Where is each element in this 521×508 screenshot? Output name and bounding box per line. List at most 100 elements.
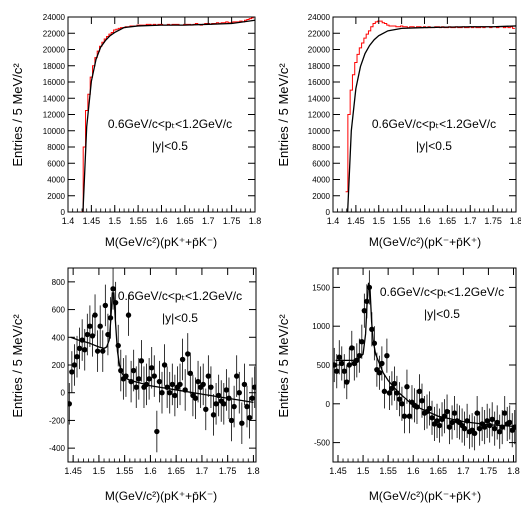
- x-axis-label: M(GeV/c²)(pK⁺+p̄K⁻): [105, 489, 217, 503]
- data-point: [241, 381, 248, 388]
- data-point: [208, 384, 214, 390]
- x-tick-label: 1.6: [155, 216, 168, 226]
- x-tick-label: 1.5: [108, 216, 121, 226]
- data-point: [146, 376, 152, 382]
- x-tick-label: 1.4: [327, 216, 340, 226]
- x-tick-label: 1.65: [176, 216, 194, 226]
- data-point: [336, 354, 342, 360]
- data-point: [341, 368, 347, 374]
- annotation-rapidity: |y|<0.5: [416, 139, 452, 153]
- annotation-pt-range: 0.6GeV/c<pₜ<1.2GeV/c: [118, 289, 242, 303]
- panel-bottom-right: 1.45 1.5 1.55 1.6 1.65 1.7 1.75 1.8 -500 0 500 1000…: [276, 267, 520, 503]
- data-point: [179, 356, 186, 363]
- data-point: [138, 358, 145, 364]
- y-tick-label: 2000: [312, 192, 330, 201]
- y-tick-label: 14000: [308, 94, 331, 103]
- data-point: [497, 429, 503, 435]
- data-point: [228, 417, 235, 424]
- data-point: [391, 380, 398, 387]
- y-tick-label: 0: [326, 208, 331, 217]
- y-tick-label: 4000: [312, 176, 330, 185]
- data-point: [195, 378, 201, 385]
- x-tick-label: 1.6: [407, 466, 420, 476]
- data-point: [244, 403, 250, 410]
- fit-curve: [335, 282, 514, 427]
- data-point: [130, 367, 137, 374]
- data-point: [474, 410, 480, 416]
- y-tick-label: 10000: [43, 127, 66, 136]
- y-tick-label: 8000: [312, 143, 330, 152]
- fit-curve: [70, 292, 254, 404]
- y-tick-label: 20000: [43, 46, 66, 55]
- data-point: [471, 430, 478, 436]
- x-tick-label: 1.5: [93, 466, 106, 476]
- plot-frame: [67, 16, 256, 213]
- data-point: [252, 384, 256, 390]
- x-tick-label: 1.55: [116, 466, 134, 476]
- data-point: [172, 392, 178, 399]
- x-tick-label: 1.55: [129, 216, 147, 226]
- y-tick-label: 1500: [312, 283, 330, 292]
- data-point: [476, 425, 483, 432]
- x-tick-label: 1.5: [357, 466, 370, 476]
- data-point: [154, 428, 160, 435]
- data-point: [489, 416, 495, 423]
- data-point: [133, 384, 139, 390]
- data-point: [192, 395, 199, 401]
- data-point: [416, 388, 423, 395]
- annotation-rapidity: |y|<0.5: [424, 307, 460, 321]
- panel-bottom-left: 1.45 1.5 1.55 1.6 1.65 1.7 1.75 1.8 -400 -200 0 200…: [10, 267, 260, 503]
- y-axis-label: Entries / 5 MeV/c²: [276, 63, 291, 167]
- data-point: [434, 418, 440, 424]
- data-point: [404, 384, 410, 390]
- data-point: [187, 370, 194, 377]
- y-tick-label: 14000: [43, 94, 66, 103]
- x-tick-label: 1.45: [329, 466, 347, 476]
- y-tick-label: 6000: [312, 159, 330, 168]
- x-tick-label: 1.65: [439, 216, 457, 226]
- y-tick-label: 24000: [308, 13, 331, 22]
- data-point: [89, 333, 96, 339]
- data-point: [446, 424, 453, 430]
- data-point: [203, 406, 209, 413]
- data-point: [461, 425, 468, 432]
- plot-data-area: [345, 20, 516, 212]
- panel-top-right: 1.4 1.45 1.5 1.55 1.6 1.65 1.7 1.75 1.8 0 2000 4000…: [276, 13, 521, 249]
- data-point: [177, 381, 183, 388]
- data-point: [396, 396, 403, 402]
- plot-data-area: [68, 268, 256, 453]
- histogram-series: [345, 20, 515, 193]
- data-point: [494, 419, 500, 426]
- y-tick-label: 800: [52, 278, 66, 287]
- y-tick-label: 22000: [308, 29, 331, 38]
- x-axis-label: M(GeV/c²)(pK⁻+p̄K⁺): [369, 489, 481, 503]
- x-tick-label: 1.65: [430, 466, 448, 476]
- x-tick-label: 1.6: [418, 216, 431, 226]
- x-tick-label: 1.55: [393, 216, 411, 226]
- y-tick-label: 4000: [47, 176, 65, 185]
- x-axis-label: M(GeV/c²)(pK⁺+p̄K⁻): [105, 235, 217, 249]
- annotation-rapidity: |y|<0.5: [162, 311, 198, 325]
- fit-curve: [82, 19, 255, 212]
- data-point: [210, 412, 217, 418]
- data-point: [110, 286, 116, 292]
- data-point: [151, 373, 157, 379]
- y-tick-label: 12000: [308, 111, 331, 120]
- y-tick-label: 2000: [47, 192, 65, 201]
- data-point: [481, 424, 488, 430]
- data-point: [334, 368, 340, 374]
- data-point: [246, 414, 253, 421]
- data-point: [148, 365, 155, 371]
- y-tick-label: 200: [52, 361, 66, 370]
- data-point: [406, 413, 413, 419]
- data-point: [349, 345, 355, 351]
- y-axis-label: Entries / 5 MeV/c²: [10, 63, 25, 167]
- data-point: [185, 351, 191, 357]
- data-point: [97, 323, 103, 329]
- data-point: [376, 370, 383, 376]
- data-point: [361, 307, 368, 314]
- y-tick-label: 22000: [43, 29, 66, 38]
- x-tick-label: 1.55: [379, 466, 397, 476]
- data-point: [359, 339, 365, 345]
- data-point: [419, 397, 425, 404]
